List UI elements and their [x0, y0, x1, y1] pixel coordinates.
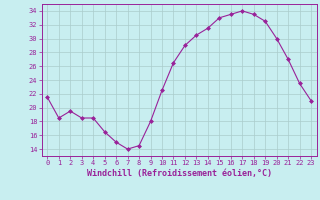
- X-axis label: Windchill (Refroidissement éolien,°C): Windchill (Refroidissement éolien,°C): [87, 169, 272, 178]
